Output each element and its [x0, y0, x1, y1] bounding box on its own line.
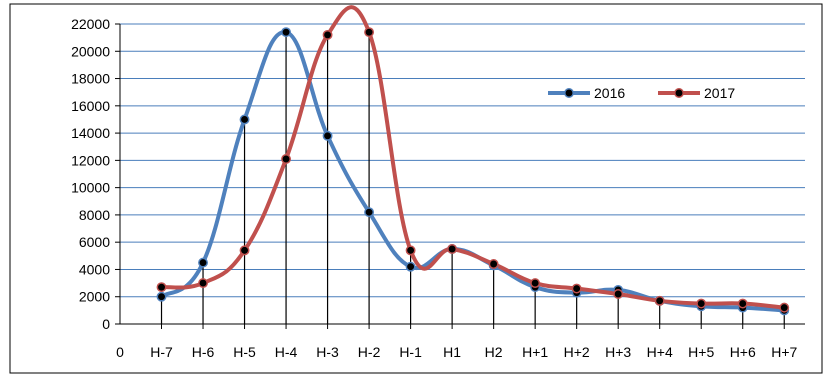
x-origin-label: 0	[116, 344, 124, 360]
data-point-2016	[198, 257, 208, 268]
data-point-2017	[405, 245, 416, 256]
x-tick-label: H+3	[605, 344, 631, 360]
data-point-2017	[488, 259, 499, 269]
data-point-2017	[737, 298, 748, 309]
x-tick-label: H+2	[564, 344, 590, 360]
data-point-2017	[322, 29, 333, 40]
x-tick-label: H-6	[192, 344, 215, 360]
y-tick-label: 16000	[71, 98, 110, 114]
legend-marker-2016	[564, 88, 574, 98]
x-tick-label: H-7	[150, 344, 173, 360]
data-point-2016	[239, 114, 250, 125]
data-point-2016	[281, 27, 292, 38]
y-tick-label: 12000	[71, 152, 110, 168]
legend-label-2016: 2016	[594, 85, 625, 101]
data-point-2017	[198, 278, 208, 289]
y-tick-label: 0	[102, 316, 110, 332]
data-point-2016	[405, 261, 416, 272]
data-point-2016	[364, 207, 375, 218]
x-tick-label: H+1	[522, 344, 548, 360]
x-tick-label: H+7	[771, 344, 797, 360]
x-tick-label: H+6	[730, 344, 756, 360]
x-tick-label: H-4	[275, 344, 298, 360]
y-tick-label: 20000	[71, 43, 110, 59]
data-point-2016	[156, 291, 167, 302]
data-point-2017	[239, 245, 250, 256]
data-point-2017	[571, 283, 582, 294]
data-point-2017	[613, 289, 624, 299]
data-point-2017	[654, 295, 665, 306]
x-tick-label: H+4	[647, 344, 673, 360]
x-tick-label: H-1	[399, 344, 422, 360]
y-tick-label: 22000	[71, 16, 110, 32]
legend-marker-2017	[674, 88, 684, 98]
data-point-2017	[530, 278, 541, 289]
x-tick-label: H2	[485, 344, 503, 360]
data-point-2017	[696, 298, 707, 309]
y-tick-label: 14000	[71, 125, 110, 141]
y-tick-label: 6000	[79, 234, 110, 250]
y-tick-label: 18000	[71, 71, 110, 87]
data-point-2017	[364, 27, 375, 38]
x-tick-label: H+5	[688, 344, 714, 360]
y-tick-label: 2000	[79, 289, 110, 305]
x-tick-label: H-2	[358, 344, 381, 360]
data-point-2017	[281, 154, 292, 164]
x-tick-label: H-5	[233, 344, 256, 360]
y-tick-label: 8000	[79, 207, 110, 223]
y-tick-label: 10000	[71, 180, 110, 196]
data-point-2017	[779, 302, 790, 313]
legend-label-2017: 2017	[704, 85, 735, 101]
data-point-2017	[447, 244, 458, 254]
x-tick-label: H-3	[316, 344, 339, 360]
data-point-2017	[156, 282, 167, 293]
y-tick-label: 4000	[79, 261, 110, 277]
chart-border	[9, 3, 823, 374]
data-point-2016	[322, 130, 333, 141]
x-tick-label: H1	[443, 344, 461, 360]
